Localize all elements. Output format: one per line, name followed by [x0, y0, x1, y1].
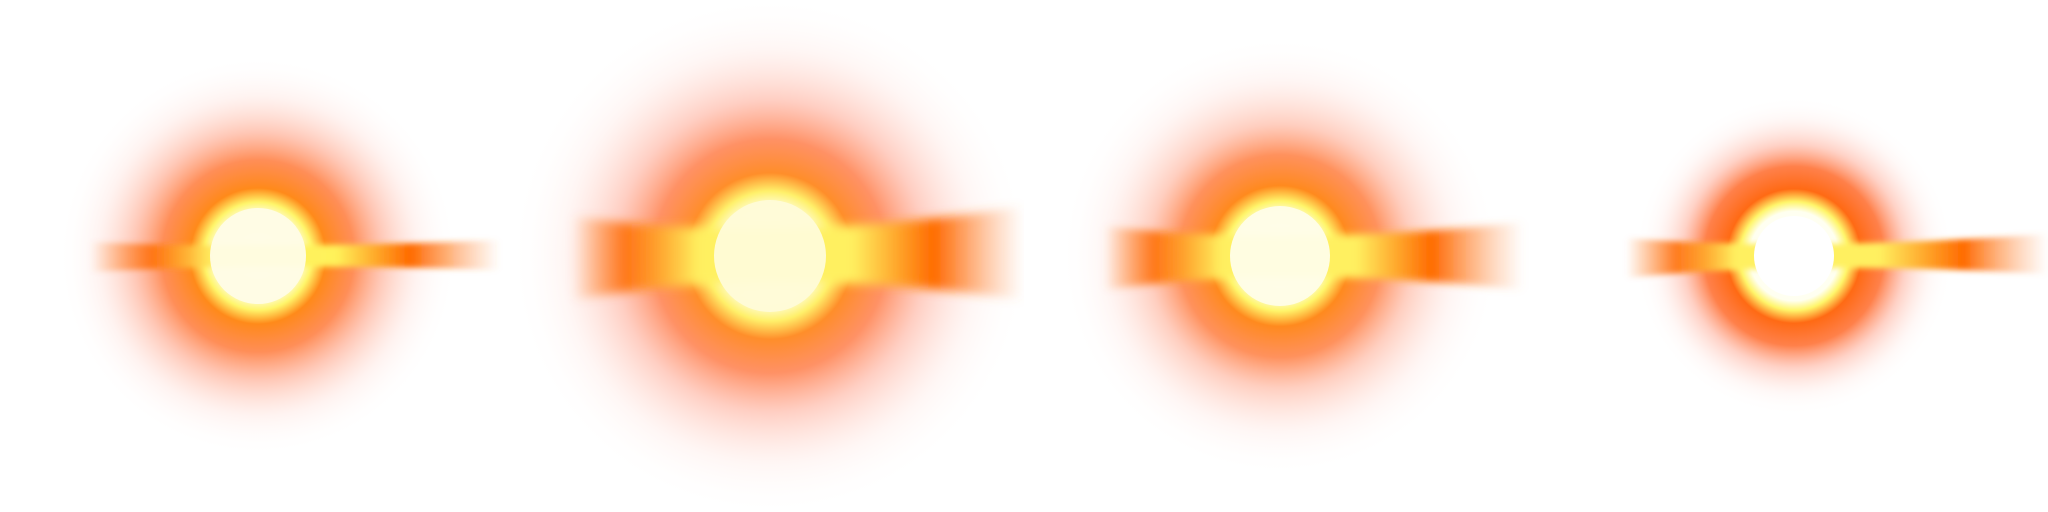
flare-4-graphic: [1626, 96, 2048, 416]
flare-frame-2: [512, 0, 1024, 512]
flare-frame-4: [1536, 0, 2048, 512]
flare-3-graphic: [1060, 36, 1524, 476]
flare-2-graphic: [512, 0, 1024, 512]
flare-1-graphic: [58, 56, 500, 456]
flare-frame-1: [0, 0, 512, 512]
flare-4-streak: [1626, 234, 2048, 278]
flare-frame-3: [1024, 0, 1536, 512]
